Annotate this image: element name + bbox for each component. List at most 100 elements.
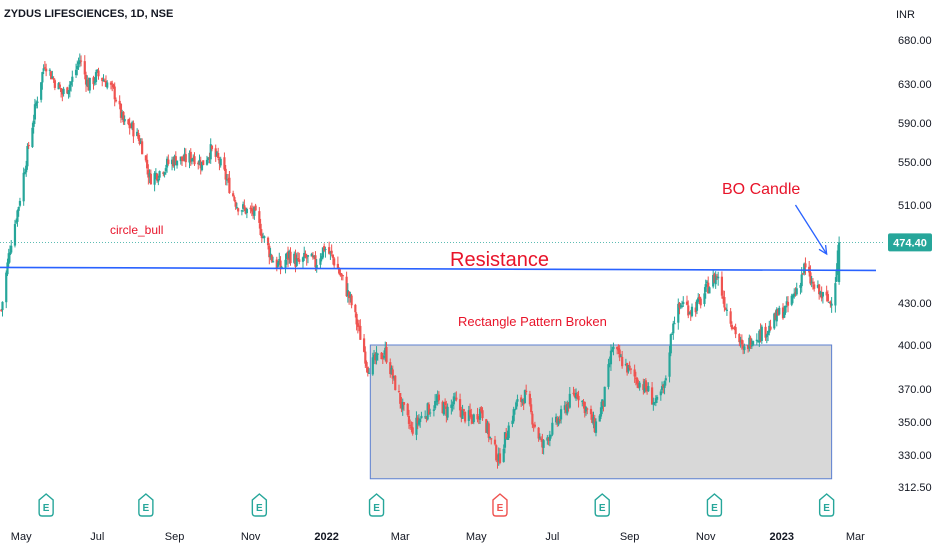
candle-body — [380, 352, 383, 360]
candle-body — [816, 284, 820, 288]
candle-body — [275, 259, 278, 269]
candle-body — [245, 208, 248, 214]
candle-body — [336, 263, 339, 270]
candle-body — [36, 101, 39, 104]
candle-body — [240, 210, 243, 212]
candle-body — [804, 263, 807, 268]
earnings-icon[interactable]: E — [594, 493, 610, 517]
candle-body — [690, 306, 694, 316]
candle-body — [540, 438, 543, 440]
candle-body — [778, 307, 781, 315]
candle-body — [425, 416, 428, 419]
candle-body — [102, 80, 105, 82]
candle-body — [485, 419, 488, 433]
candle-body — [813, 284, 816, 289]
candle-body — [18, 200, 22, 206]
y-tick-label: 350.00 — [898, 417, 932, 429]
candle-body — [207, 157, 210, 160]
earnings-icon[interactable]: E — [251, 493, 268, 517]
candle-body — [333, 258, 336, 266]
candle-body — [677, 303, 680, 323]
y-tick-label: 510.00 — [898, 200, 932, 212]
candle-body — [669, 334, 672, 354]
candle-body — [598, 415, 601, 422]
candle-body — [602, 400, 605, 406]
earnings-icon[interactable]: E — [492, 493, 508, 517]
candle-body — [391, 369, 394, 379]
x-tick-label: 2022 — [314, 531, 338, 543]
candle-body — [714, 275, 717, 285]
candle-body — [286, 251, 290, 260]
earnings-icon[interactable]: E — [38, 493, 54, 517]
candle-body — [663, 381, 666, 388]
candle-body — [673, 323, 676, 325]
earnings-icon[interactable]: E — [138, 493, 154, 517]
candle-body — [94, 72, 98, 83]
candle-body — [189, 151, 192, 162]
candle-body — [208, 157, 211, 159]
candle-body — [481, 410, 484, 419]
candle-body — [123, 119, 126, 122]
candle-body — [162, 172, 165, 174]
candle-body — [270, 255, 273, 262]
annotation-circle-bull: circle_bull — [110, 223, 163, 237]
candle-body — [190, 158, 194, 162]
candle-body — [488, 437, 492, 439]
candle-body — [362, 338, 366, 352]
candle-body — [768, 325, 771, 333]
candle-body — [406, 403, 409, 416]
candle-body — [235, 207, 238, 209]
candle-body — [384, 347, 387, 355]
earnings-icon[interactable]: E — [818, 493, 835, 517]
candle-body — [715, 276, 719, 278]
candle-body — [495, 445, 498, 461]
candle-body — [224, 168, 227, 180]
candle-body — [493, 439, 497, 445]
candle-body — [354, 304, 357, 313]
candle-body — [32, 120, 35, 127]
candle-body — [554, 416, 558, 423]
candle-body — [146, 159, 149, 169]
candle-body — [773, 313, 776, 329]
candle-body — [589, 408, 593, 415]
candle-body — [441, 401, 444, 414]
candle-body — [659, 391, 662, 396]
candle-body — [193, 156, 196, 165]
candle-body — [132, 122, 135, 137]
candle-body — [732, 328, 735, 330]
candle-body — [487, 423, 490, 438]
candle-body — [502, 448, 505, 462]
candle-body — [321, 247, 325, 258]
candle-body — [175, 160, 179, 166]
candle-body — [5, 272, 8, 303]
candle-body — [219, 158, 222, 166]
candle-body — [743, 346, 746, 351]
candle-body — [748, 337, 751, 349]
candle-body — [432, 409, 435, 411]
candle-body — [734, 327, 737, 335]
candle-body — [359, 325, 362, 340]
candle-body — [127, 119, 130, 125]
candle-body — [8, 252, 12, 255]
candle-body — [621, 356, 624, 367]
candle-body — [319, 258, 322, 265]
candle-body — [57, 83, 60, 90]
candle-body — [61, 91, 64, 95]
candle-body — [820, 293, 823, 299]
candle-body — [25, 165, 28, 173]
candle-body — [687, 305, 690, 316]
earnings-icon[interactable]: E — [368, 493, 385, 517]
candle-body — [399, 393, 402, 404]
candle-body — [829, 301, 832, 304]
candle-body — [397, 390, 401, 392]
candle-body — [340, 273, 343, 276]
candle-body — [182, 159, 185, 161]
earnings-icon[interactable]: E — [706, 493, 723, 517]
candle-body — [781, 307, 785, 319]
candle-body — [260, 233, 263, 239]
candle-body — [573, 393, 576, 397]
candle-body — [769, 326, 772, 330]
candle-body — [149, 173, 152, 185]
